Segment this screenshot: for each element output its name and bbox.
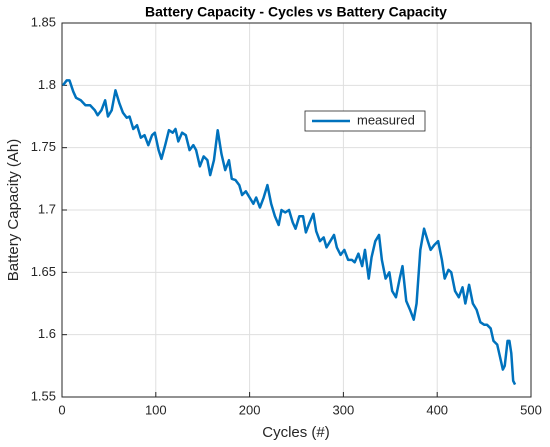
chart-title: Battery Capacity - Cycles vs Battery Cap… [145, 4, 447, 20]
legend-box [304, 110, 426, 132]
x-tick-label: 400 [426, 402, 448, 417]
axes-box [61, 22, 532, 398]
y-tick-label: 1.6 [38, 326, 56, 341]
x-axis-label: Cycles (#) [262, 424, 330, 441]
x-tick-label: 300 [333, 402, 355, 417]
data-line [61, 79, 517, 386]
y-tick-label: 1.55 [31, 388, 56, 403]
legend-label: measured [357, 112, 415, 127]
y-tick-label: 1.85 [31, 14, 56, 29]
x-tick-label: 500 [520, 402, 542, 417]
y-tick-label: 1.75 [31, 139, 56, 154]
x-tick-label: 0 [58, 402, 65, 417]
y-axis-label: Battery Capacity (Ah) [5, 139, 22, 282]
y-tick-label: 1.65 [31, 264, 56, 279]
y-tick-label: 1.8 [38, 77, 56, 92]
x-tick-label: 200 [239, 402, 261, 417]
y-tick-label: 1.7 [38, 201, 56, 216]
x-tick-label: 100 [145, 402, 167, 417]
